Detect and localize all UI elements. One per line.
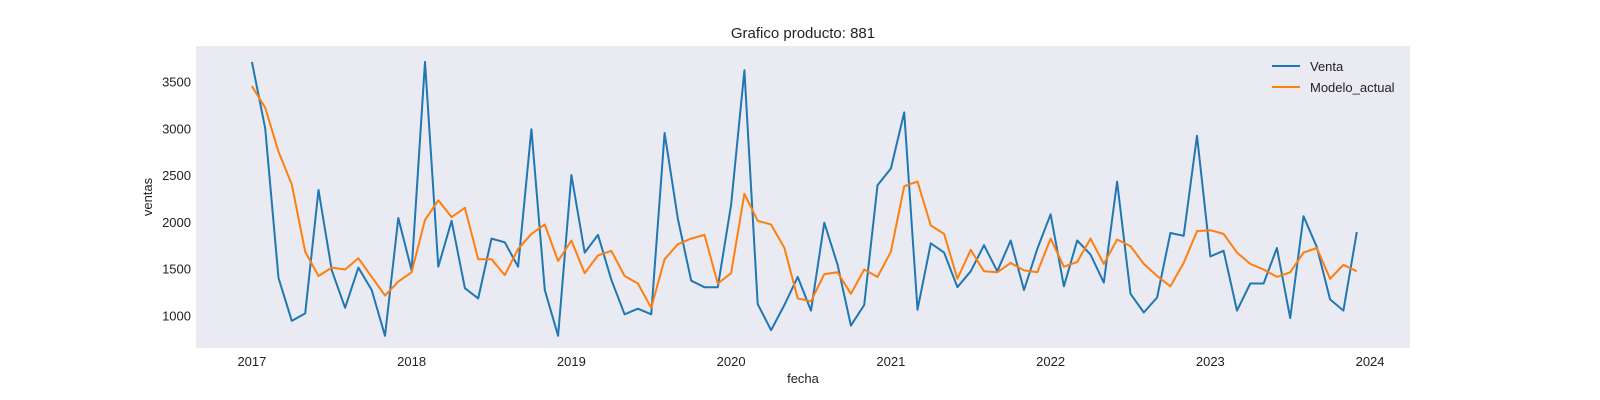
x-tick-label: 2022 (1036, 354, 1065, 369)
series-line-venta (250, 60, 1358, 337)
x-tick-label: 2020 (717, 354, 746, 369)
x-tick-label: 2023 (1196, 354, 1225, 369)
x-tick-label: 2021 (876, 354, 905, 369)
x-axis-label: fecha (787, 371, 820, 386)
y-tick-label: 1500 (162, 262, 191, 277)
x-tick-label: 2019 (557, 354, 586, 369)
y-tick-label: 2000 (162, 215, 191, 230)
legend-label: Venta (1310, 59, 1344, 74)
series-line-modelo-actual (251, 85, 1358, 309)
y-tick-label: 3000 (162, 121, 191, 136)
y-axis-ticks: 1000 1500 2000 2500 3000 3500 (162, 75, 191, 324)
plot-area (196, 46, 1410, 348)
x-tick-label: 2017 (237, 354, 266, 369)
legend: Venta Modelo_actual (1272, 59, 1395, 95)
legend-label: Modelo_actual (1310, 80, 1395, 95)
y-tick-label: 1000 (162, 308, 191, 323)
x-tick-label: 2018 (397, 354, 426, 369)
y-tick-label: 3500 (162, 75, 191, 90)
x-tick-label: 2024 (1356, 354, 1385, 369)
y-axis-label: ventas (140, 177, 155, 216)
chart-title: Grafico producto: 881 (731, 25, 875, 42)
series-layer (250, 60, 1358, 337)
y-tick-label: 2500 (162, 168, 191, 183)
x-axis-ticks: 2017 2018 2019 2020 2021 2022 2023 2024 (237, 354, 1384, 369)
